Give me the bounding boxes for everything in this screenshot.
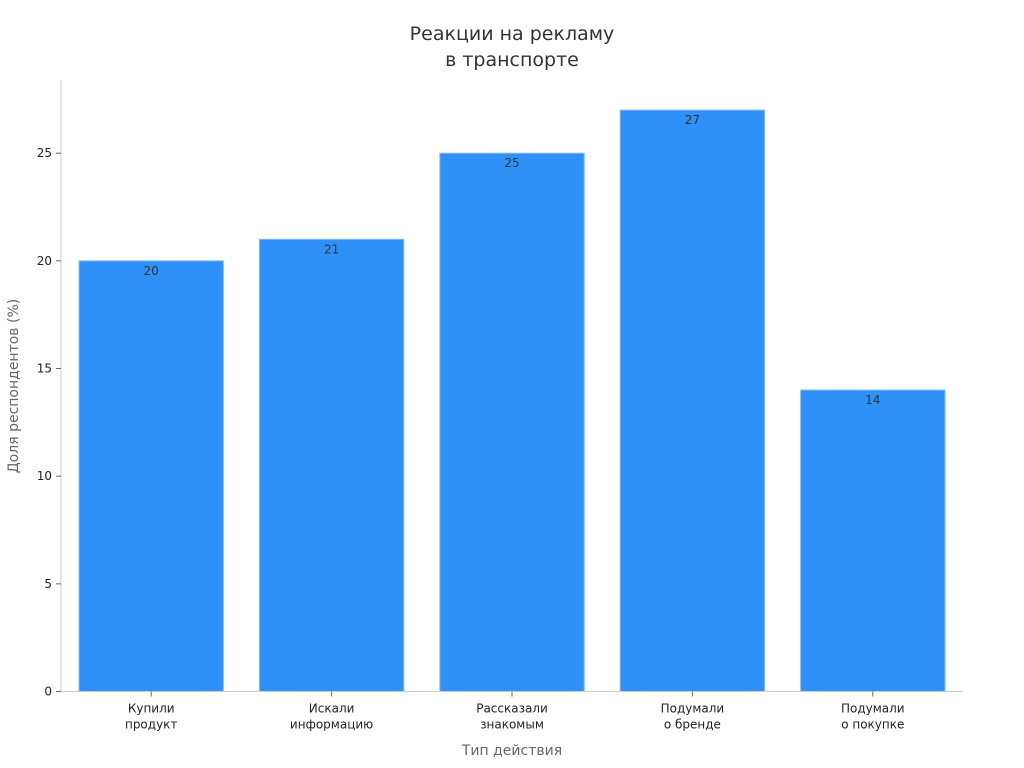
bar [258,238,405,692]
x-tick-label: Подумали [661,702,725,716]
chart-title-line-2: в транспорте [445,49,579,71]
y-tick-label: 10 [37,469,52,483]
bar [439,152,585,692]
x-tick-label: Рассказали [476,702,548,716]
bar-value-label: 27 [685,113,700,127]
data-labels-layer: 20 21 25 27 14 [144,113,881,407]
x-tick-label: о покупке [841,718,904,732]
y-axis-title: Доля респондентов (%) [6,299,22,474]
y-tick-label: 15 [37,362,52,376]
bar [619,109,766,693]
x-tick-label: знакомым [480,718,544,732]
chart-title-line-1: Реакции на рекламу [410,23,615,45]
x-tick-label: продукт [125,718,177,732]
y-tick-label: 0 [44,685,52,699]
y-tick-label: 5 [44,577,52,591]
bar [78,260,224,692]
bar-value-label: 25 [504,156,519,170]
x-tick-label: Искали [309,702,355,716]
x-tick-label: информацию [290,718,373,732]
x-ticks-layer: Купили продукт Искали информацию Рассказали з… [125,691,905,732]
x-tick-label: Купили [128,702,175,716]
y-ticks-layer: 0 5 10 15 20 25 [37,146,61,699]
bar-value-label: 14 [865,393,880,407]
x-tick-label: о бренде [664,718,721,732]
x-tick-label: Подумали [841,702,905,716]
bars-layer [78,109,946,693]
bar-value-label: 21 [324,242,339,256]
y-tick-label: 25 [37,146,52,160]
x-axis-title: Тип действия [461,743,562,759]
bar [800,389,946,692]
y-tick-label: 20 [37,254,52,268]
bar-value-label: 20 [144,264,159,278]
